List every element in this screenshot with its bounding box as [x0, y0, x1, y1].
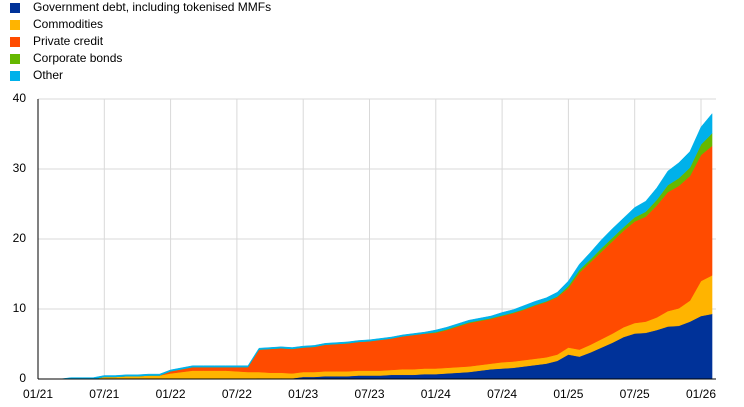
legend-label: Private credit [33, 34, 104, 48]
x-tick-label: 07/22 [222, 387, 252, 401]
area [38, 113, 713, 380]
legend-label: Other [33, 68, 63, 82]
x-tick-label: 01/22 [156, 387, 186, 401]
legend-swatch [10, 54, 20, 64]
x-tick-label: 01/21 [23, 387, 53, 401]
x-tick-label: 01/25 [553, 387, 583, 401]
x-tick-label: 07/25 [620, 387, 650, 401]
y-tick-label: 30 [13, 161, 27, 175]
legend-swatch [10, 71, 20, 81]
x-tick-label: 07/23 [354, 387, 384, 401]
legend-label: Government debt, including tokenised MMF… [33, 0, 271, 14]
x-tick-label: 07/24 [487, 387, 517, 401]
y-tick-label: 40 [13, 91, 27, 105]
legend-label: Corporate bonds [33, 51, 122, 65]
legend-swatch [10, 37, 20, 47]
y-tick-label: 20 [13, 231, 27, 245]
x-tick-label: 01/23 [288, 387, 318, 401]
y-tick-label: 10 [13, 301, 27, 315]
legend-swatch [10, 3, 20, 13]
x-tick-label: 01/26 [686, 387, 716, 401]
legend-swatch [10, 20, 20, 30]
x-tick-label: 07/21 [89, 387, 119, 401]
x-tick-label: 01/24 [421, 387, 451, 401]
y-tick-label: 0 [19, 371, 26, 385]
legend-label: Commodities [33, 17, 103, 31]
